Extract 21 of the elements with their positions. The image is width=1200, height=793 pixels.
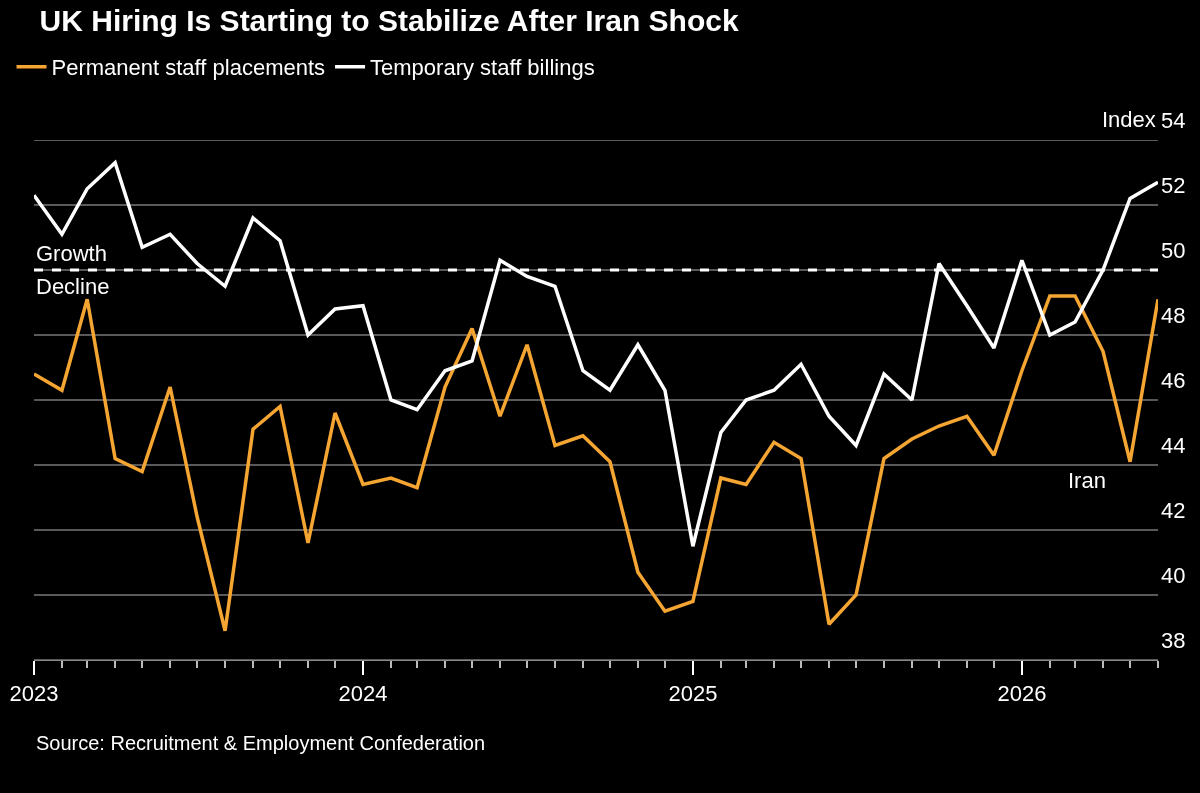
y-tick-label: 44 xyxy=(1161,432,1186,458)
x-tick-label: 2025 xyxy=(668,681,718,707)
y-axis-title: Index xyxy=(1102,107,1156,132)
ref-line-label: Growth xyxy=(36,241,107,266)
y-tick-label: 50 xyxy=(1161,237,1186,263)
y-tick-label: 54 xyxy=(1161,107,1186,133)
x-tick-label: 2023 xyxy=(9,681,59,707)
x-tick-label: 2024 xyxy=(338,681,388,707)
chart-title: UK Hiring Is Starting to Stabilize After Iran Shock xyxy=(39,4,739,37)
legend-label: Temporary staff billings xyxy=(370,55,595,81)
y-tick-label: 42 xyxy=(1161,497,1186,523)
x-tick-label: 2026 xyxy=(997,681,1047,707)
annotation: Decline xyxy=(36,274,110,299)
y-tick-label: 40 xyxy=(1161,562,1186,588)
y-tick-label: 52 xyxy=(1161,172,1186,198)
legend-label: Permanent staff placements xyxy=(51,55,326,81)
y-tick-label: 46 xyxy=(1161,367,1186,393)
y-tick-label: 48 xyxy=(1161,302,1186,328)
annotation: Iran xyxy=(1068,468,1106,493)
source-note: Source: Recruitment & Employment Confederation xyxy=(36,732,486,754)
y-tick-label: 38 xyxy=(1161,627,1186,653)
